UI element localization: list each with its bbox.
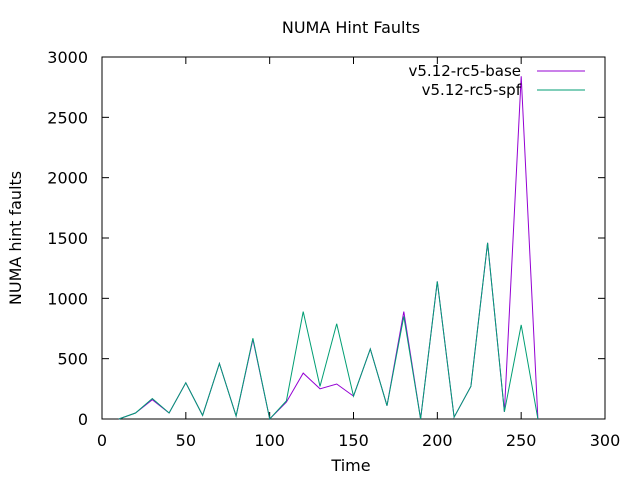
x-tick-label: 100 [254,431,285,450]
y-tick-label: 500 [57,350,88,369]
x-tick-label: 300 [590,431,621,450]
y-tick-label: 1000 [47,289,88,308]
x-axis: 0 50 100 150 200 250 300 [97,57,620,450]
y-tick-label: 2000 [47,169,88,188]
series-line-1 [118,242,539,421]
series-layer [118,76,539,421]
legend-label-0: v5.12-rc5-base [409,62,522,80]
series-line-0 [118,76,539,421]
y-tick-label: 3000 [47,48,88,67]
y-tick-label: 1500 [47,229,88,248]
x-tick-label: 250 [506,431,537,450]
x-axis-label: Time [330,456,370,475]
x-tick-label: 0 [97,431,107,450]
y-tick-label: 2500 [47,108,88,127]
chart-title: NUMA Hint Faults [282,18,420,37]
y-tick-label: 0 [78,410,88,429]
y-axis-label: NUMA hint faults [6,171,25,305]
x-tick-label: 150 [338,431,369,450]
x-tick-label: 200 [422,431,453,450]
legend-label-1: v5.12-rc5-spf [422,81,522,99]
x-tick-label: 50 [176,431,196,450]
y-axis: 0 500 1000 1500 2000 2500 3000 [47,48,605,429]
